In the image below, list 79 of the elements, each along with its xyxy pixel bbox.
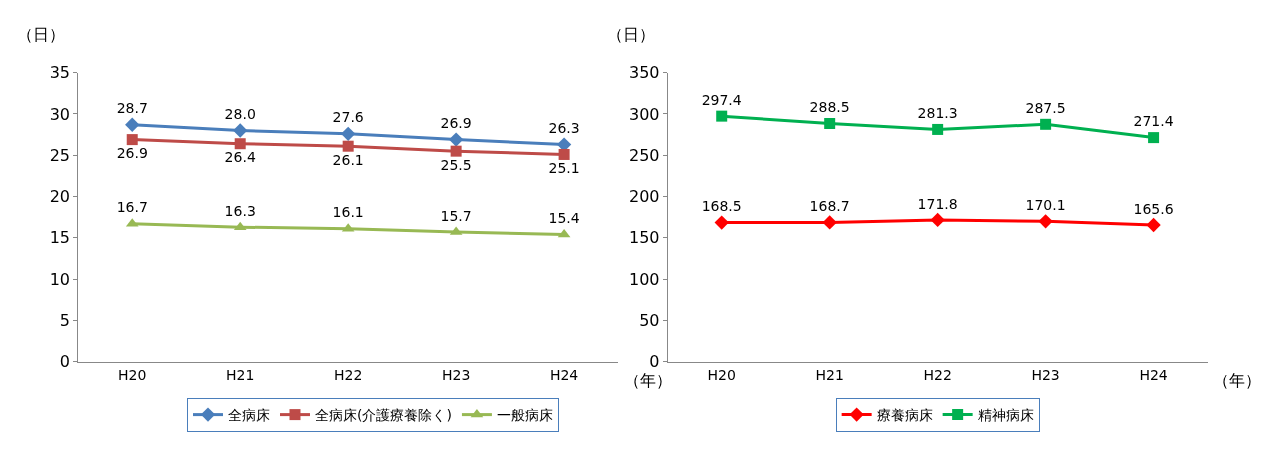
legend-label: 全病床(介護療養除く) <box>314 407 452 424</box>
point <box>1038 214 1053 229</box>
legend-label: 精神病床 <box>977 407 1034 424</box>
data-label: 25.5 <box>440 156 472 173</box>
y-axis-title: （日） <box>607 25 655 44</box>
point <box>125 117 140 132</box>
data-label: 297.4 <box>701 91 742 108</box>
legend-label: 一般病床 <box>496 407 553 424</box>
x-tick-label: H20 <box>707 366 736 383</box>
x-tick-label: H24 <box>549 366 579 383</box>
y-tick-label: 150 <box>628 228 660 248</box>
point <box>716 110 728 122</box>
y-tick-label: 10 <box>49 269 71 289</box>
point <box>1146 217 1161 233</box>
data-label: 26.9 <box>116 144 148 161</box>
data-label: 16.3 <box>224 202 256 219</box>
data-label: 168.7 <box>809 198 850 215</box>
data-label: 28.0 <box>224 106 256 123</box>
point <box>450 145 462 157</box>
x-axis-title: （年） <box>624 371 672 390</box>
y-tick-label: 30 <box>49 104 71 124</box>
data-label: 26.1 <box>332 151 364 168</box>
x-tick-label: H24 <box>1139 366 1168 383</box>
point <box>126 134 138 146</box>
data-label: 168.5 <box>701 198 742 215</box>
legend-label: 療養病床 <box>876 407 933 424</box>
data-label: 25.1 <box>548 159 580 176</box>
y-tick-label: 350 <box>628 63 660 83</box>
data-label: 288.5 <box>809 99 850 116</box>
y-tick-label: 20 <box>49 187 71 207</box>
data-label: 27.6 <box>332 109 364 126</box>
data-label: 16.1 <box>332 204 364 221</box>
point <box>448 132 464 147</box>
x-tick-label: H23 <box>1031 366 1060 383</box>
data-label: 26.3 <box>548 120 580 137</box>
x-tick-label: H22 <box>923 366 952 383</box>
point <box>930 212 945 228</box>
y-tick-label: 35 <box>49 63 71 83</box>
data-label: 165.6 <box>1133 200 1174 217</box>
y-axis-title: （日） <box>17 25 65 44</box>
data-label: 28.7 <box>116 100 148 117</box>
legend-label: 全病床 <box>227 407 270 424</box>
x-axis-title: （年） <box>1213 371 1261 390</box>
y-tick-label: 100 <box>628 269 660 289</box>
data-label: 171.8 <box>917 195 958 212</box>
point <box>341 126 356 141</box>
y-tick-label: 50 <box>639 311 660 331</box>
data-label: 170.1 <box>1025 196 1066 213</box>
point <box>1148 132 1160 144</box>
y-tick-label: 0 <box>59 352 71 372</box>
point <box>714 215 729 230</box>
x-tick-label: H21 <box>815 366 844 383</box>
point <box>342 140 354 152</box>
data-label: 15.4 <box>548 210 580 227</box>
data-label: 281.3 <box>917 105 958 122</box>
data-label: 287.5 <box>1025 99 1066 116</box>
y-tick-label: 25 <box>49 145 71 165</box>
data-label: 271.4 <box>1133 113 1174 130</box>
y-tick-label: 0 <box>649 352 660 372</box>
y-tick-label: 250 <box>628 145 660 165</box>
point <box>558 148 570 160</box>
x-tick-label: H20 <box>118 366 147 383</box>
x-tick-label: H23 <box>441 366 471 383</box>
point <box>234 138 246 150</box>
y-tick-label: 5 <box>59 311 71 331</box>
data-label: 16.7 <box>116 199 148 216</box>
data-label: 26.9 <box>440 115 472 132</box>
point <box>1040 118 1052 130</box>
y-tick-label: 200 <box>628 187 660 207</box>
data-label: 26.4 <box>224 149 256 166</box>
x-tick-label: H22 <box>334 366 363 383</box>
data-label: 15.7 <box>440 207 472 224</box>
y-tick-label: 15 <box>49 228 71 248</box>
point <box>932 123 944 135</box>
y-tick-label: 300 <box>628 104 660 124</box>
point <box>824 117 836 129</box>
point <box>822 215 837 230</box>
point <box>233 123 248 138</box>
x-tick-label: H21 <box>226 366 255 383</box>
